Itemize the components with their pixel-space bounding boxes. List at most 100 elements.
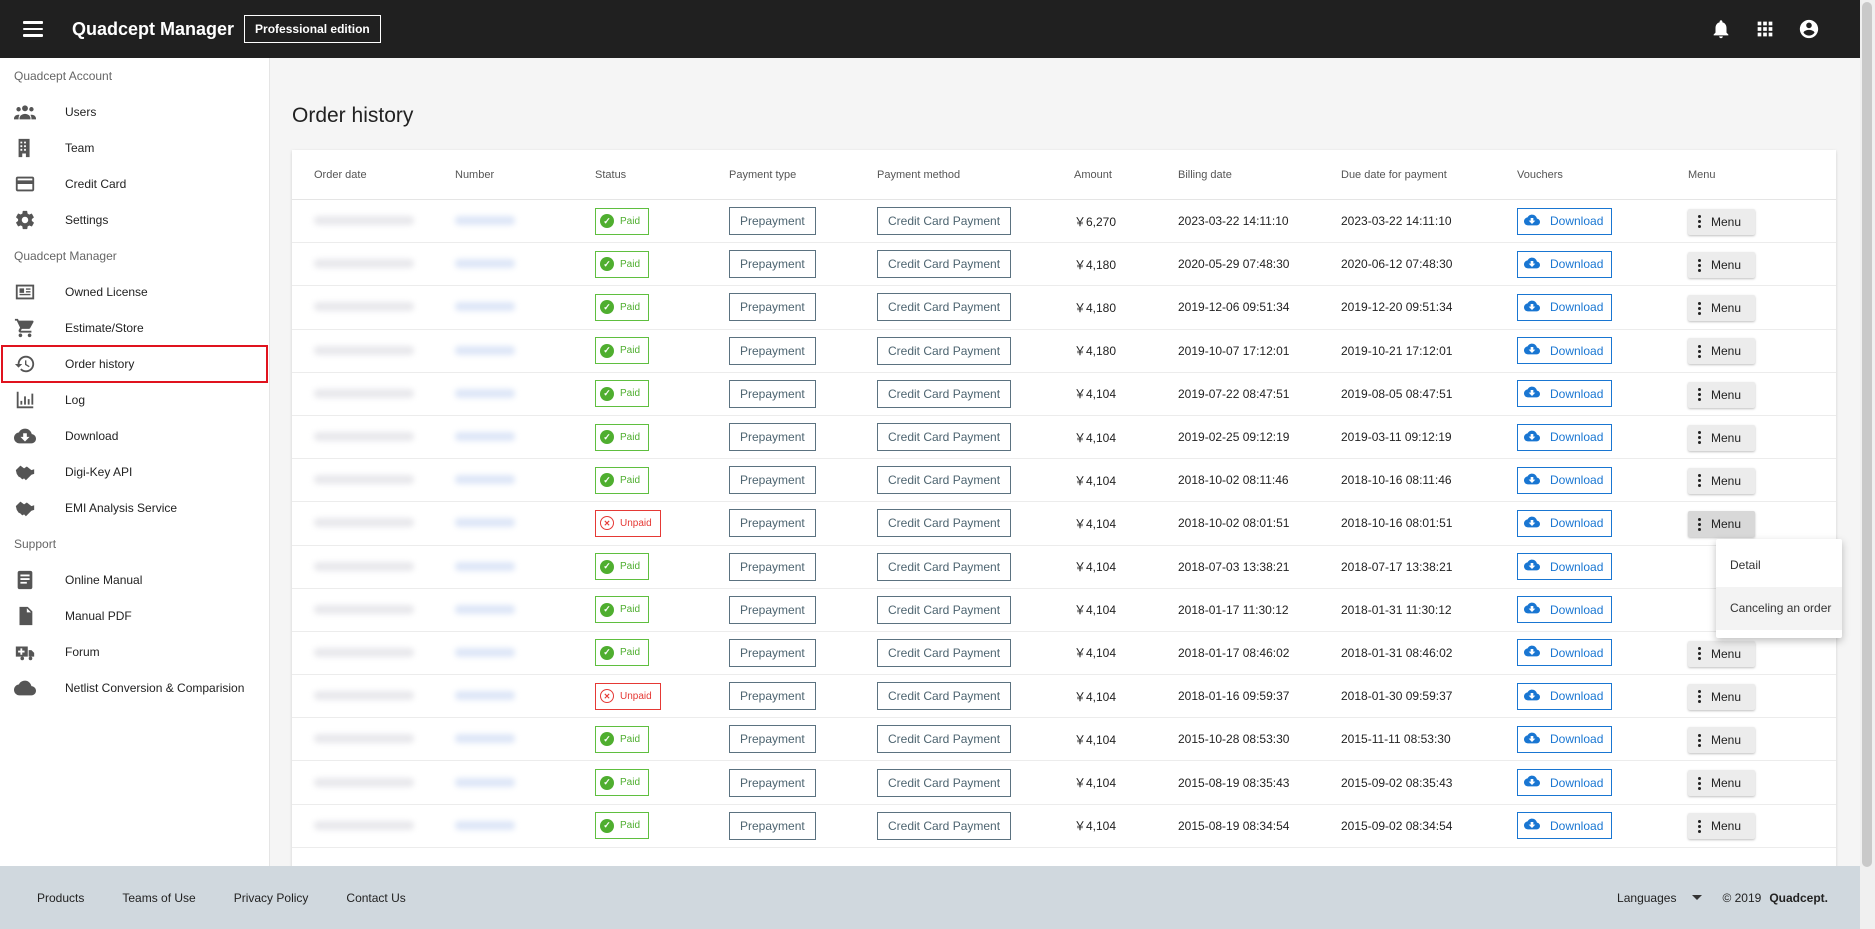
footer-link-privacy[interactable]: Privacy Policy	[233, 890, 309, 905]
order-number-redacted[interactable]	[455, 777, 515, 787]
sidebar-item-manual-pdf[interactable]: Manual PDF	[0, 598, 269, 634]
sidebar-item-team[interactable]: Team	[0, 130, 269, 166]
sidebar-item-settings[interactable]: Settings	[0, 202, 269, 238]
order-number-redacted[interactable]	[455, 561, 515, 571]
sidebar-item-online-manual[interactable]: Online Manual	[0, 562, 269, 598]
sidebar-item-users[interactable]: Users	[0, 94, 269, 130]
order-number-redacted[interactable]	[455, 345, 515, 355]
order-number-redacted[interactable]	[455, 475, 515, 485]
voucher-download-button[interactable]: Download	[1517, 466, 1613, 494]
row-action-dropdown: Detail Canceling an order	[1716, 539, 1842, 638]
row-menu-button[interactable]: Menu	[1688, 727, 1756, 754]
order-number-redacted[interactable]	[455, 820, 515, 830]
column-header: Vouchers	[1517, 168, 1563, 181]
footer-link-products[interactable]: Products	[37, 890, 85, 905]
sidebar-item-emi-analysis[interactable]: EMI Analysis Service	[0, 490, 269, 526]
voucher-download-button[interactable]: Download	[1517, 250, 1613, 278]
voucher-download-button[interactable]: Download	[1517, 509, 1613, 537]
row-menu-button[interactable]: Menu	[1688, 208, 1756, 235]
sidebar-item-order-history[interactable]: Order history	[1, 345, 268, 383]
row-menu-button[interactable]: Menu	[1688, 381, 1756, 408]
order-number-redacted[interactable]	[455, 432, 515, 442]
row-menu-button[interactable]: Menu	[1688, 683, 1756, 710]
order-date-redacted	[314, 216, 414, 226]
apps-grid-icon[interactable]	[1754, 18, 1776, 40]
column-header[interactable]: Payment type	[729, 168, 797, 181]
voucher-download-button[interactable]: Download	[1517, 337, 1613, 365]
sidebar-item-download[interactable]: Download	[0, 418, 269, 454]
column-header[interactable]: Number	[455, 168, 495, 181]
order-number-redacted[interactable]	[455, 302, 515, 312]
cloud-netlist-icon	[13, 676, 37, 700]
footer-link-contact[interactable]: Contact Us	[346, 890, 406, 905]
voucher-download-button[interactable]: Download	[1517, 553, 1613, 581]
row-menu-button[interactable]: Menu	[1688, 338, 1756, 365]
account-circle-icon[interactable]	[1798, 18, 1820, 40]
hamburger-menu-icon[interactable]	[23, 21, 43, 37]
column-header[interactable]: Due date for payment	[1341, 168, 1447, 181]
voucher-download-button[interactable]: Download	[1517, 769, 1613, 797]
row-menu-button[interactable]: Menu	[1688, 295, 1756, 322]
voucher-download-button[interactable]: Download	[1517, 682, 1613, 710]
payment-method-chip: Credit Card Payment	[877, 552, 1012, 581]
order-number-redacted[interactable]	[455, 518, 515, 528]
order-number-redacted[interactable]	[455, 216, 515, 226]
row-menu-button[interactable]: Menu	[1688, 813, 1756, 840]
voucher-download-button[interactable]: Download	[1517, 423, 1613, 451]
sidebar-item-label: Digi-Key API	[65, 465, 133, 479]
order-number-redacted[interactable]	[455, 259, 515, 269]
download-label: Download	[1550, 430, 1604, 445]
row-menu-button[interactable]: Menu	[1688, 424, 1756, 451]
menu-label: Menu	[1711, 214, 1742, 229]
column-header[interactable]: Payment method	[877, 168, 961, 181]
caret-down-icon[interactable]	[1692, 895, 1703, 900]
download-label: Download	[1550, 645, 1604, 660]
row-menu-button[interactable]: Menu	[1688, 467, 1756, 494]
brand-title[interactable]: Quadcept Manager	[72, 18, 235, 39]
kebab-icon	[1698, 474, 1701, 488]
column-header[interactable]: Amount	[1074, 168, 1112, 181]
column-header[interactable]: Order date	[314, 168, 367, 181]
sidebar-item-estimate-store[interactable]: Estimate/Store	[0, 310, 269, 346]
order-number-redacted[interactable]	[455, 734, 515, 744]
order-number-redacted[interactable]	[455, 691, 515, 701]
table-row: ✓ Paid Prepayment Credit Card Payment ￥4…	[292, 632, 1836, 676]
menu-label: Menu	[1711, 517, 1742, 532]
voucher-download-button[interactable]: Download	[1517, 639, 1613, 667]
order-date-redacted	[314, 475, 414, 485]
row-menu-button[interactable]: Menu	[1688, 770, 1756, 797]
row-menu-button[interactable]: Menu	[1688, 252, 1756, 279]
dropdown-item-cancel-order[interactable]: Canceling an order	[1716, 587, 1842, 630]
order-number-redacted[interactable]	[455, 604, 515, 614]
column-header[interactable]: Status	[595, 168, 627, 181]
billing-date-cell: 2019-10-07 17:12:01	[1178, 343, 1290, 358]
row-menu-button[interactable]: Menu	[1688, 511, 1756, 538]
voucher-download-button[interactable]: Download	[1517, 207, 1613, 235]
scrollbar-thumb[interactable]	[1862, 2, 1872, 867]
amount-cell: ￥4,104	[1074, 430, 1117, 445]
dropdown-item-detail[interactable]: Detail	[1730, 558, 1761, 572]
voucher-download-button[interactable]: Download	[1517, 293, 1613, 321]
column-header[interactable]: Billing date	[1178, 168, 1232, 181]
sidebar-item-log[interactable]: Log	[0, 382, 269, 418]
cloud-download-icon	[1524, 298, 1540, 317]
bell-icon[interactable]	[1710, 18, 1732, 40]
due-date-cell: 2019-12-20 09:51:34	[1341, 300, 1453, 315]
order-number-redacted[interactable]	[455, 647, 515, 657]
sidebar-item-forum[interactable]: Forum	[0, 634, 269, 670]
languages-select[interactable]: Languages	[1617, 890, 1677, 905]
voucher-download-button[interactable]: Download	[1517, 812, 1613, 840]
voucher-download-button[interactable]: Download	[1517, 725, 1613, 753]
voucher-download-button[interactable]: Download	[1517, 596, 1613, 624]
footer-link-terms[interactable]: Teams of Use	[122, 890, 196, 905]
row-menu-button[interactable]: Menu	[1688, 640, 1756, 667]
order-number-redacted[interactable]	[455, 388, 515, 398]
sidebar-item-netlist-conversion[interactable]: Netlist Conversion & Comparision	[0, 670, 269, 706]
status-badge: ✓ Paid	[595, 725, 650, 753]
sidebar-item-credit-card[interactable]: Credit Card	[0, 166, 269, 202]
payment-method-chip: Credit Card Payment	[877, 811, 1012, 840]
voucher-download-button[interactable]: Download	[1517, 380, 1613, 408]
amount-cell: ￥4,104	[1074, 732, 1117, 747]
sidebar-item-digi-key-api[interactable]: Digi-Key API	[0, 454, 269, 490]
sidebar-item-owned-license[interactable]: Owned License	[0, 274, 269, 310]
